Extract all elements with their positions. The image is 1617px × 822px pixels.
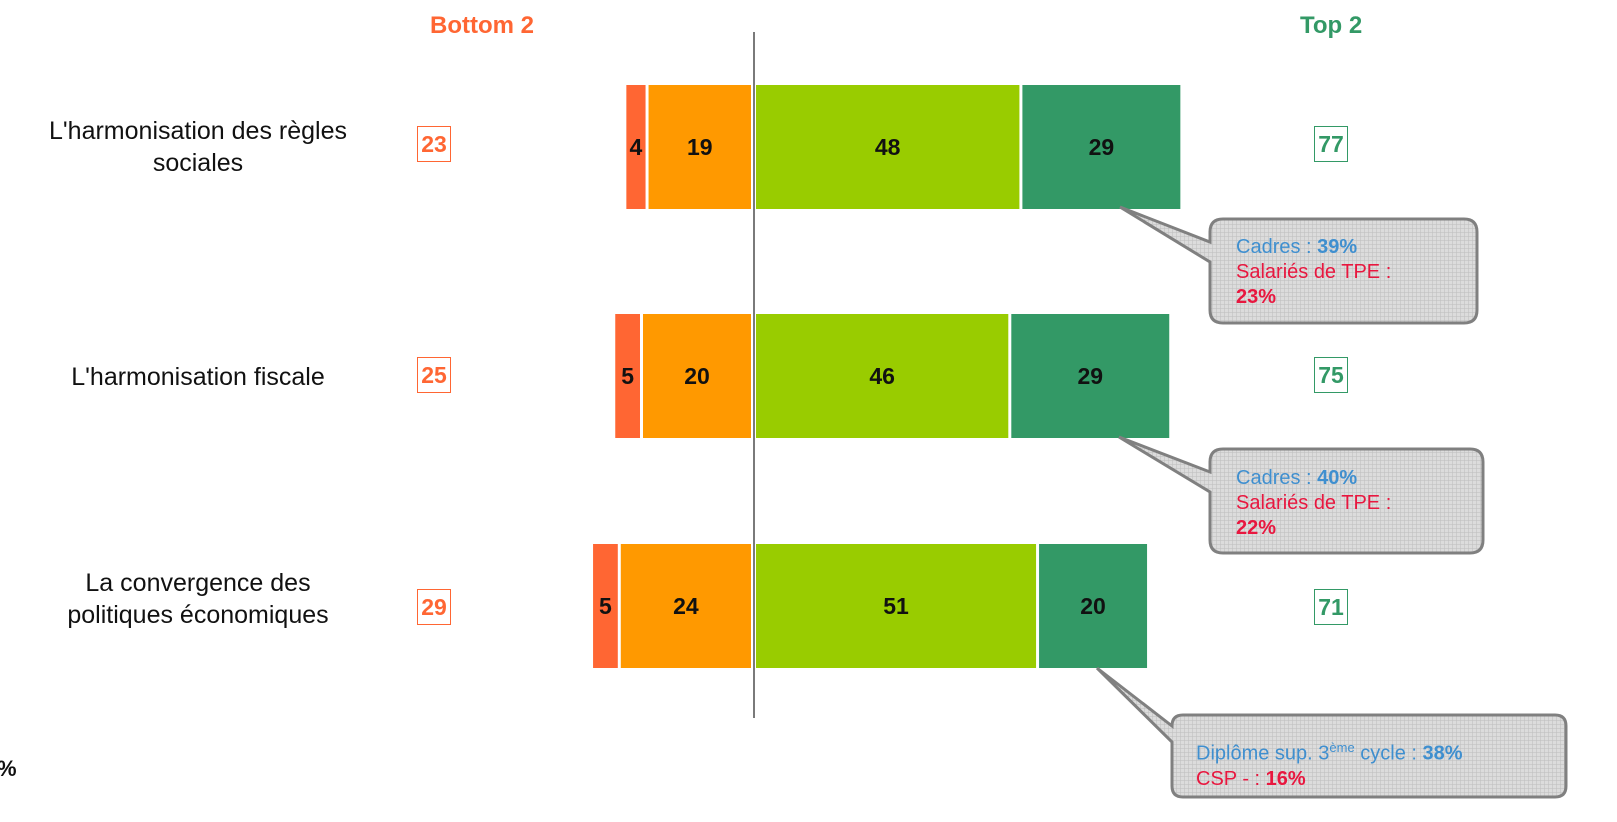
bar-value-label-1-2: 46	[869, 363, 895, 389]
bar-segment-0-0	[626, 85, 646, 209]
bar-segment-1-3	[1011, 314, 1170, 438]
bar-segment-2-0	[593, 544, 618, 668]
callout-bubble-2	[1095, 666, 1568, 799]
bar-segment-2-3	[1039, 544, 1148, 668]
callout-1-line3: 22%	[1236, 517, 1277, 539]
bar-value-label-2-0: 5	[599, 593, 612, 619]
callout-bubble-0	[1119, 205, 1479, 325]
category-label-1-line1: L'harmonisation fiscale	[71, 363, 325, 391]
bar-value-label-2-2: 51	[883, 593, 909, 619]
bar-group-1: 20 5 46 29	[615, 314, 1170, 438]
bar-value-label-2-3: 20	[1080, 593, 1106, 619]
category-label-0: L'harmonisation des règles sociales	[28, 115, 368, 179]
bottom2-value-1: 25	[417, 357, 451, 393]
callout-1-line2: Salariés de TPE :	[1236, 492, 1392, 514]
bar-segment-2-1	[620, 544, 751, 668]
category-label-2-line1: La convergence des	[85, 569, 311, 597]
bar-value-label-2-1: 24	[673, 593, 699, 619]
category-label-1: L'harmonisation fiscale	[28, 361, 368, 393]
bar-group-2: 24 5 51 20	[593, 544, 1148, 668]
bar-segment-1-1	[643, 314, 751, 438]
bar-value-label-0-3: 29	[1089, 134, 1115, 160]
callout-0-line2: Salariés de TPE :	[1236, 261, 1392, 283]
bar-segment-2-2	[756, 544, 1037, 668]
callout-2-line1: Diplôme sup. 3ème cycle : 38%	[1196, 740, 1463, 765]
callout-text-1: Cadres : 40% Salariés de TPE : 22%	[1236, 466, 1391, 541]
category-label-0-line1: L'harmonisation des règles	[49, 117, 347, 145]
callout-1-line1: Cadres : 40%	[1236, 467, 1358, 489]
bottom2-value-0: 23	[417, 126, 451, 162]
bottom2-header: Bottom 2	[430, 12, 534, 39]
bar-segment-0-2	[756, 85, 1020, 209]
callout-bubble-1	[1118, 435, 1485, 555]
category-label-2: La convergence des politiques économique…	[28, 567, 368, 631]
top2-value-1: 75	[1314, 357, 1348, 393]
callout-text-2: Diplôme sup. 3ème cycle : 38% CSP - : 16…	[1196, 735, 1463, 792]
top2-value-0: 77	[1314, 126, 1348, 162]
bar-segment-1-0	[615, 314, 640, 438]
callout-0-line1: Cadres : 39%	[1236, 236, 1358, 258]
category-label-2-line2: politiques économiques	[67, 601, 329, 629]
bar-segment-0-1	[648, 85, 751, 209]
category-label-0-line2: sociales	[152, 149, 244, 177]
top2-value-2: 71	[1314, 589, 1348, 625]
callout-0-line3: 23%	[1236, 286, 1277, 308]
bar-value-label-1-1: 20	[684, 363, 710, 389]
callout-text-0: Cadres : 39% Salariés de TPE : 23%	[1236, 235, 1391, 310]
bar-value-label-1-3: 29	[1077, 363, 1103, 389]
bottom2-value-2: 29	[417, 589, 451, 625]
callout-2-line2: CSP - : 16%	[1196, 767, 1306, 790]
bar-segment-1-2	[756, 314, 1009, 438]
bar-group-0: 19 4 48 29	[626, 85, 1181, 209]
top2-header: Top 2	[1300, 12, 1363, 39]
bar-value-label-0-2: 48	[875, 134, 901, 160]
cut-off-percent-text: %	[0, 756, 17, 782]
bar-value-label-0-1: 19	[687, 134, 713, 160]
bar-value-label-1-0: 5	[621, 363, 634, 389]
bar-segment-0-3	[1022, 85, 1181, 209]
bar-value-label-0-0: 4	[630, 134, 643, 160]
